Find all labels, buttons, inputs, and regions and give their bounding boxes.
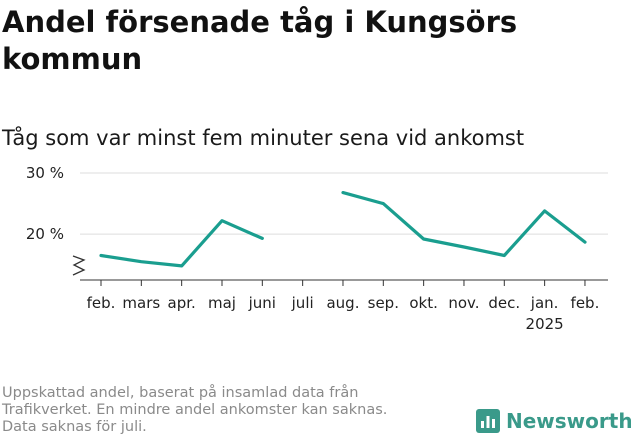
x-tick-label: maj [208, 294, 236, 312]
y-tick-label: 20 % [26, 225, 64, 243]
brand-name: Newsworthy [506, 409, 631, 433]
y-tick-label: 30 % [26, 165, 64, 182]
x-tick-label: mars [122, 294, 160, 312]
chart-subtitle: Tåg som var minst fem minuter sena vid a… [2, 126, 525, 150]
footnote-line-3: Data saknas för juli. [2, 419, 147, 435]
x-year-label: 2025 [526, 315, 564, 333]
footnote: Uppskattad andel, baserat på insamlad da… [2, 385, 442, 436]
x-tick-label: juli [291, 294, 314, 312]
x-tick-label: apr. [168, 294, 196, 312]
x-tick-label: dec. [488, 294, 520, 312]
x-tick-label: juni [248, 294, 276, 312]
x-tick-label: jan. [530, 294, 559, 312]
x-tick-label: feb. [87, 294, 116, 312]
x-tick-label: nov. [448, 294, 479, 312]
x-tick-label: aug. [326, 294, 359, 312]
footnote-line-2: Trafikverket. En mindre andel ankomster … [2, 402, 388, 418]
y-axis-ticks: 20 % 30 % [26, 165, 64, 243]
footnote-line-1: Uppskattad andel, baserat på insamlad da… [2, 385, 359, 401]
series-line [99, 191, 587, 268]
zigzag-break-icon [72, 255, 86, 276]
x-tick-label: sep. [368, 294, 399, 312]
brand-logo: Newsworthy [476, 409, 631, 433]
line-chart: 20 % 30 % feb. mars apr. maj juni juli aug. sep.… [26, 165, 608, 333]
x-tick-label: okt. [409, 294, 438, 312]
x-tick-label: feb. [571, 294, 600, 312]
grid-lines [80, 172, 608, 235]
chart-title: Andel försenade tåg i Kungsörs kommun [2, 5, 518, 76]
x-axis-ticks: feb. mars apr. maj juni juli aug. sep. okt. nov. d… [87, 280, 600, 333]
bar-chart-logo-icon [476, 409, 500, 433]
series-lines [99, 191, 587, 268]
